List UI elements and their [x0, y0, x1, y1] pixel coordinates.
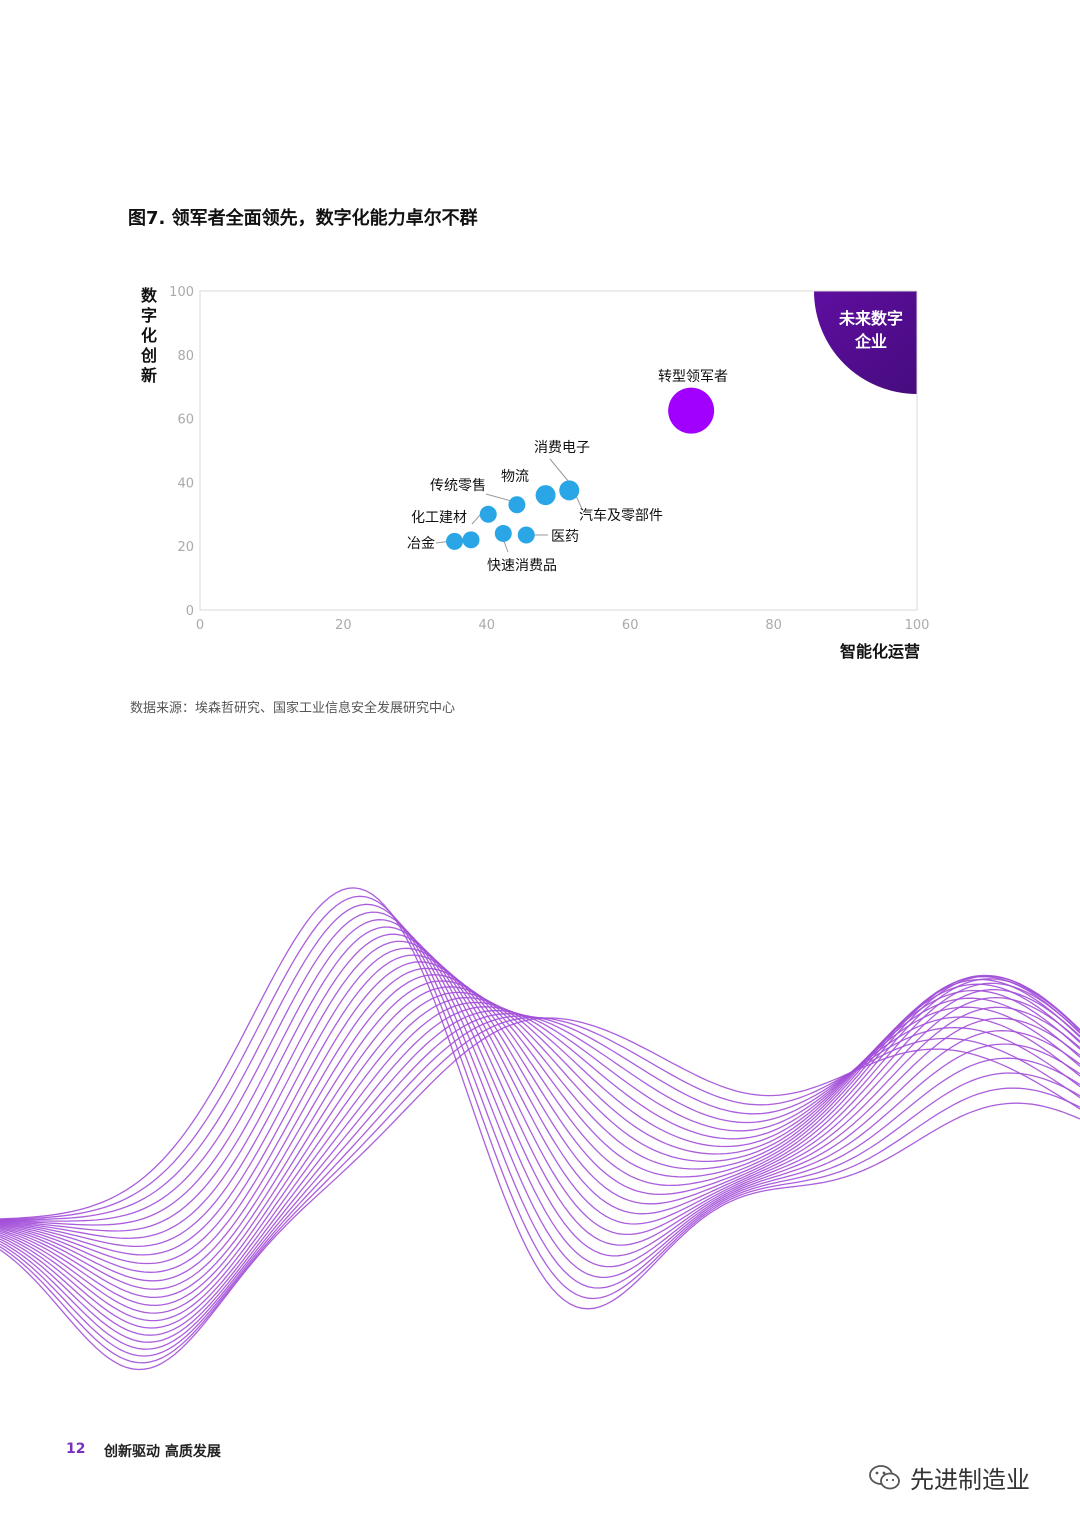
wave-line [0, 933, 1080, 1246]
wave-line [0, 989, 1080, 1329]
x-tick-label: 0 [196, 618, 204, 633]
point-label: 医药 [551, 529, 579, 545]
x-tick-label: 40 [479, 618, 496, 633]
wave-line [0, 974, 1080, 1290]
wave-line [0, 1006, 1080, 1343]
point-label: 化工建材 [411, 510, 467, 526]
point-label: 传统零售 [430, 478, 486, 494]
wave-line [0, 967, 1080, 1282]
point-label: 快速消费品 [487, 558, 557, 574]
industry-bubble [508, 496, 526, 514]
y-tick-label: 40 [177, 476, 194, 491]
x-tick-label: 20 [335, 618, 352, 633]
y-axis-label: 数字化创新 [140, 286, 157, 385]
page-number: 12 [66, 1441, 86, 1457]
x-tick-label: 100 [905, 618, 930, 633]
wave-line [0, 926, 1080, 1257]
leader-line [575, 496, 583, 510]
point-label-auto-parts: 汽车及零部件 [579, 507, 663, 524]
leader-line [549, 458, 570, 483]
footer-text: 创新驱动 高质发展 [104, 1444, 221, 1460]
zone-label-line1: 未来数字 [838, 309, 903, 328]
leader-bubble [668, 387, 715, 434]
wave-line [0, 895, 1080, 1300]
figure-title: 图7. 领军者全面领先，数字化能力卓尔不群 [128, 208, 478, 229]
industry-bubble [559, 480, 580, 501]
industry-bubble [462, 531, 480, 549]
industry-bubble [446, 532, 464, 550]
wave-line [0, 983, 1080, 1322]
industry-bubble [494, 524, 512, 542]
wave-line [0, 903, 1080, 1289]
source-note: 数据来源：埃森哲研究、国家工业信息安全发展研究中心 [130, 701, 456, 716]
y-tick-label: 20 [177, 540, 194, 555]
y-tick-label: 60 [177, 413, 194, 428]
x-tick-label: 60 [622, 618, 639, 633]
wave-line [0, 997, 1080, 1336]
wave-line [0, 947, 1080, 1256]
decorative-wave-lines [0, 887, 1080, 1371]
industry-bubble [535, 485, 556, 506]
wave-line [0, 1013, 1080, 1350]
wave-line [0, 1017, 1080, 1371]
x-axis-label: 智能化运营 [840, 642, 920, 661]
wave-line [0, 911, 1080, 1279]
wave-line [0, 940, 1080, 1248]
zone-label-line2: 企业 [854, 332, 887, 351]
y-tick-label: 0 [186, 604, 194, 619]
industry-bubble [517, 526, 535, 544]
point-label: 转型领军者 [658, 369, 728, 385]
y-tick-label: 80 [177, 349, 194, 364]
wechat-icon [869, 1464, 900, 1489]
point-label: 物流 [501, 469, 529, 485]
y-tick-label: 100 [169, 285, 194, 300]
industry-bubble [479, 505, 497, 523]
wave-line [0, 887, 1080, 1310]
plot-frame [199, 290, 918, 611]
leader-line [485, 493, 515, 503]
wave-line [0, 954, 1080, 1265]
x-tick-label: 80 [765, 618, 782, 633]
wave-line [0, 974, 1080, 1299]
future-enterprise-zone [814, 291, 917, 394]
watermark-text: 先进制造业 [910, 1466, 1030, 1494]
point-label: 消费电子 [534, 440, 590, 456]
wave-line [0, 919, 1080, 1268]
watermark: 先进制造业 [868, 1460, 1030, 1495]
wave-line [0, 1016, 1080, 1364]
point-label: 冶金 [407, 536, 435, 552]
